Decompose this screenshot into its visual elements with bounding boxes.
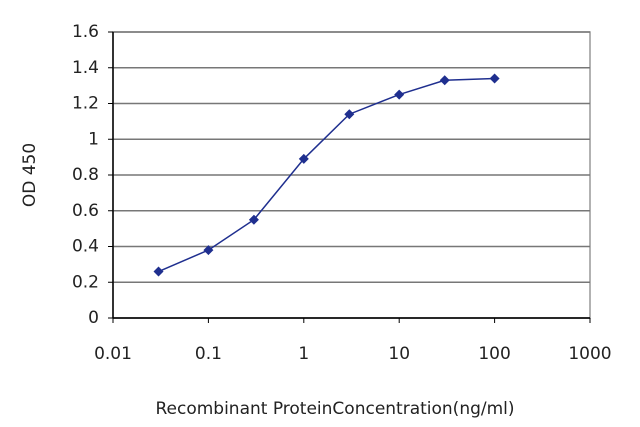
data-point [298, 153, 309, 164]
y-tick-label: 1.2 [72, 94, 99, 114]
x-tick-label: 1 [298, 344, 309, 364]
x-tick-label: 0.1 [195, 344, 222, 364]
data-point [489, 73, 500, 84]
x-tick-label: 10 [388, 344, 410, 364]
x-axis-label: Recombinant ProteinConcentration(ng/ml) [155, 399, 514, 419]
y-tick-label: 1.6 [72, 22, 99, 42]
y-tick-label: 1 [88, 129, 99, 149]
data-point [344, 109, 355, 120]
data-point [153, 266, 164, 277]
data-point [203, 245, 214, 256]
y-tick-label: 0.8 [72, 165, 99, 185]
data-point [248, 214, 259, 225]
series-line [158, 77, 495, 273]
x-tick-label: 0.01 [94, 344, 132, 364]
y-tick-label: 0.4 [72, 237, 99, 257]
y-tick-label: 0 [88, 308, 99, 328]
y-tick-label: 1.4 [72, 58, 99, 78]
y-tick-label: 0.6 [72, 201, 99, 221]
data-point [394, 89, 405, 100]
y-tick-label: 0.2 [72, 272, 99, 292]
data-point [439, 75, 450, 86]
x-tick-label: 100 [478, 344, 510, 364]
x-tick-label: 1000 [568, 344, 611, 364]
y-axis-label: OD 450 [20, 143, 40, 207]
